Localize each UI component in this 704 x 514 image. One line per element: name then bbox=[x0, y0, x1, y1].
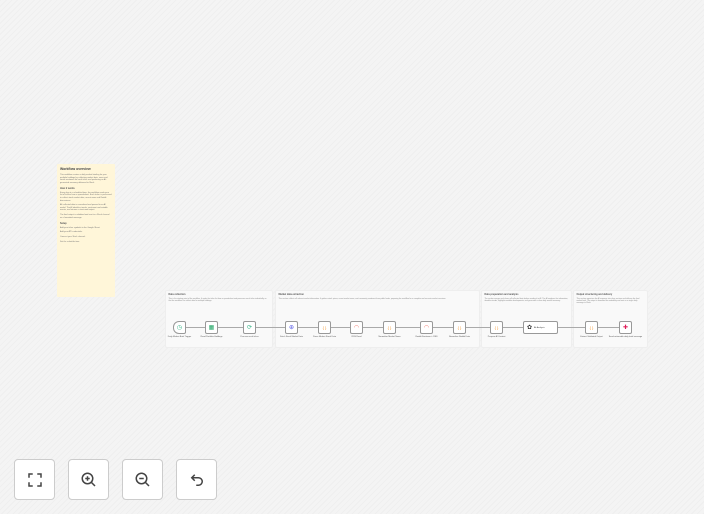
node-label: Daily Market Brief Trigger bbox=[167, 336, 192, 338]
node-label: Reddit Sentiment - RSS bbox=[415, 336, 438, 338]
connection-line bbox=[256, 327, 285, 328]
code-icon: { } bbox=[589, 325, 594, 330]
sticky-intro: This workflow creates a daily market bri… bbox=[60, 174, 108, 184]
globe-icon: ⊕ bbox=[288, 325, 295, 331]
rss-icon: ◠ bbox=[423, 325, 430, 331]
node-label: Parse Market Stock Data bbox=[312, 336, 337, 338]
node-label: Fetch Stock Market Data bbox=[280, 336, 303, 338]
sticky-setup-title: Setup bbox=[60, 222, 67, 226]
connection-line bbox=[218, 327, 243, 328]
sticky-how-1: Every day at a scheduled time, the workf… bbox=[60, 191, 112, 202]
connection-line bbox=[186, 327, 205, 328]
code-icon: { } bbox=[322, 325, 327, 330]
group-desc: This is the starting point of the workfl… bbox=[168, 297, 267, 302]
connection-line bbox=[396, 327, 420, 328]
zoom-in-icon bbox=[81, 472, 96, 487]
group-title: Data collection bbox=[168, 293, 186, 296]
connection-line bbox=[298, 327, 318, 328]
sticky-setup-1: Add your ticker symbols to the Google Sh… bbox=[60, 226, 101, 229]
group-desc: This section collects all relevant marke… bbox=[278, 297, 446, 300]
workflow-node[interactable]: { } bbox=[585, 321, 598, 334]
workflow-node[interactable]: { } bbox=[383, 321, 396, 334]
zoom-out-icon bbox=[135, 472, 150, 487]
slack-icon: ✚ bbox=[622, 325, 629, 331]
workflow-node[interactable]: ◠ bbox=[420, 321, 433, 334]
fit-view-button[interactable] bbox=[14, 459, 55, 500]
zoom-in-button[interactable] bbox=[68, 459, 109, 500]
loop-icon: ⟳ bbox=[246, 325, 253, 331]
group-data-preparation[interactable]: Data preparation and analysis The sectio… bbox=[481, 290, 572, 348]
group-title: Market data extraction bbox=[278, 293, 304, 296]
group-title: Output structuring and delivery bbox=[576, 293, 613, 296]
sticky-note-overview[interactable]: Workflow overview This workflow creates … bbox=[57, 164, 115, 297]
workflow-node[interactable]: { } bbox=[318, 321, 331, 334]
sticky-how-3: The final output is validated and sent t… bbox=[60, 214, 110, 219]
workflow-node[interactable]: ◷ bbox=[173, 321, 186, 334]
node-label: Prepare AI Context bbox=[487, 336, 506, 338]
connection-line bbox=[331, 327, 350, 328]
workflow-node[interactable]: ⟳ bbox=[243, 321, 256, 334]
node-inline-label: AI Analysis bbox=[534, 326, 545, 329]
group-output-delivery[interactable]: Output structuring and delivery This sec… bbox=[573, 290, 648, 348]
group-data-collection[interactable]: Data collection This is the starting poi… bbox=[165, 290, 273, 348]
clock-icon: ◷ bbox=[176, 325, 183, 331]
group-desc: The section merges and cleans all collec… bbox=[484, 297, 568, 302]
connection-line bbox=[466, 327, 490, 328]
connection-line bbox=[503, 327, 523, 328]
group-desc: This section organizes the AI response i… bbox=[576, 297, 640, 305]
connection-line bbox=[598, 327, 619, 328]
sticky-how-title: How it works bbox=[60, 187, 75, 191]
node-label: RSS Read bbox=[351, 336, 362, 338]
node-label: Send actionable daily brief message bbox=[608, 336, 643, 338]
workflow-node[interactable]: ▦ bbox=[205, 321, 218, 334]
workflow-node[interactable]: { } bbox=[453, 321, 466, 334]
sticky-setup-4: Set the schedule time. bbox=[60, 240, 80, 243]
code-icon: { } bbox=[494, 325, 499, 330]
undo-icon bbox=[190, 473, 203, 486]
node-label: Extract Validated Output bbox=[580, 336, 603, 338]
node-label: Read Portfolio Holdings bbox=[200, 336, 223, 338]
sticky-how-2: All collected data is normalized and pas… bbox=[60, 204, 108, 212]
openai-icon: ✿ bbox=[527, 325, 533, 331]
workflow-node[interactable]: ✿ AI Analysis bbox=[523, 321, 558, 334]
group-title: Data preparation and analysis bbox=[484, 293, 519, 296]
connection-line bbox=[433, 327, 453, 328]
group-market-data[interactable]: Market data extraction This section coll… bbox=[275, 290, 480, 348]
sticky-setup-2: Add your API credentials. bbox=[60, 231, 83, 234]
zoom-out-button[interactable] bbox=[122, 459, 163, 500]
google-sheets-icon: ▦ bbox=[208, 325, 215, 331]
code-icon: { } bbox=[457, 325, 462, 330]
sticky-setup-3: Connect your Slack channel. bbox=[60, 235, 86, 238]
workflow-node[interactable]: ✚ bbox=[619, 321, 632, 334]
workflow-node[interactable]: ⊕ bbox=[285, 321, 298, 334]
node-label: Process each ticker bbox=[240, 336, 259, 338]
rss-icon: ◠ bbox=[353, 325, 360, 331]
code-icon: { } bbox=[387, 325, 392, 330]
node-label: Normalize Reddit Data bbox=[449, 336, 470, 338]
undo-button[interactable] bbox=[176, 459, 217, 500]
workflow-node[interactable]: ◠ bbox=[350, 321, 363, 334]
connection-line bbox=[558, 327, 585, 328]
fullscreen-icon bbox=[27, 472, 42, 487]
connection-line bbox=[363, 327, 383, 328]
node-label: Normalize Market News bbox=[378, 336, 401, 338]
sticky-title: Workflow overview bbox=[60, 167, 91, 171]
workflow-node[interactable]: { } bbox=[490, 321, 503, 334]
